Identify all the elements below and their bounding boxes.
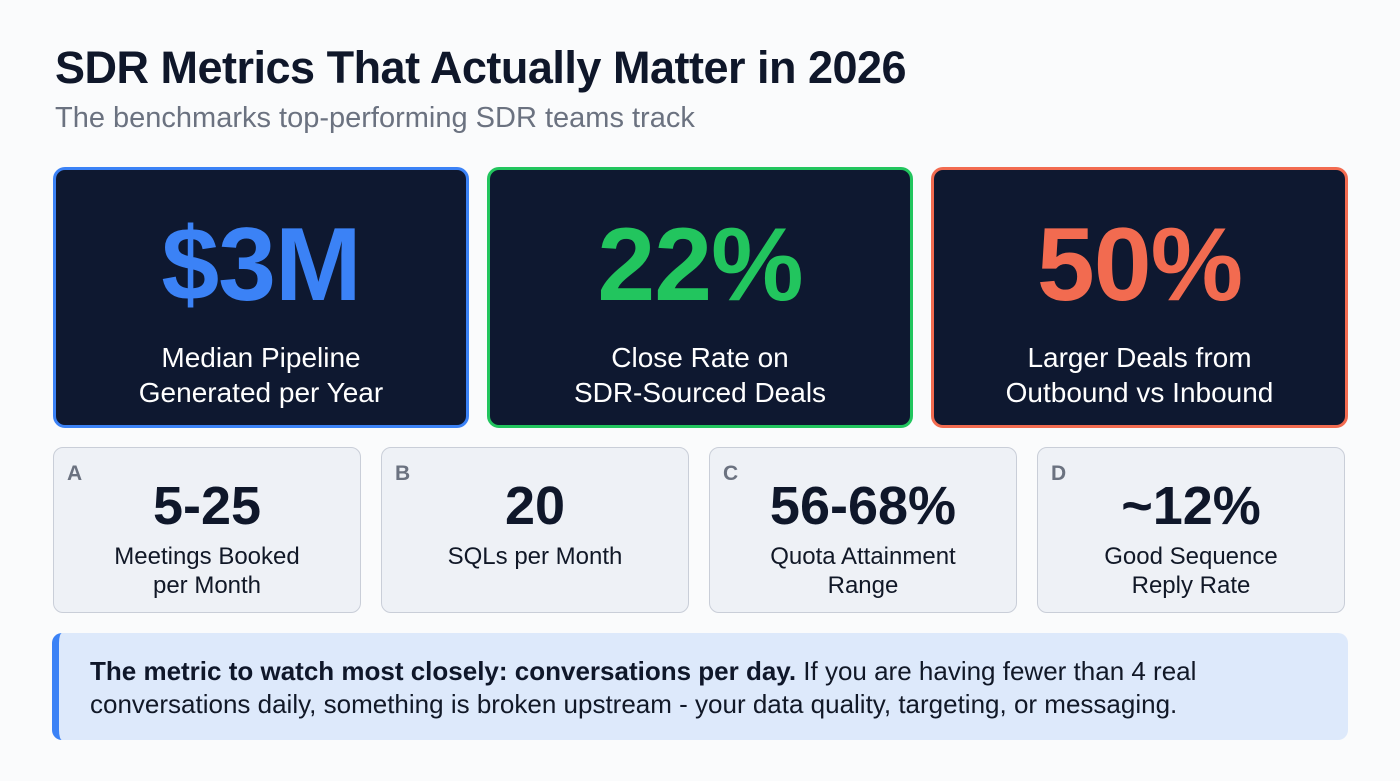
callout-text: If you are having fewer than 4 real conv… <box>90 656 1197 719</box>
highlight-label: SDR-Sourced Deals <box>573 377 827 408</box>
metric-letter: B <box>395 462 411 485</box>
highlight-card-deal-size: 50% Larger Deals from Outbound vs Inbound <box>931 167 1348 428</box>
metric-value: 20 <box>504 476 566 536</box>
metric-value: 56-68% <box>769 476 957 536</box>
metric-value: 5-25 <box>152 476 262 536</box>
highlight-label: Larger Deals from <box>1027 342 1252 373</box>
metric-card-sqls: B 20 SQLs per Month <box>381 447 689 613</box>
highlight-value: $3M <box>161 207 361 323</box>
highlight-card-pipeline: $3M Median Pipeline Generated per Year <box>53 167 469 428</box>
metric-letter: A <box>67 462 83 485</box>
page-title: SDR Metrics That Actually Matter in 2026 <box>55 42 907 93</box>
metric-label: Quota Attainment <box>770 543 956 570</box>
metric-letter: C <box>723 462 739 485</box>
metric-value: ~12% <box>1121 476 1261 536</box>
highlight-label: Close Rate on <box>611 342 789 373</box>
metric-label: Reply Rate <box>1131 572 1251 599</box>
metric-label: Meetings Booked <box>114 543 300 570</box>
highlight-value: 22% <box>597 207 803 323</box>
metric-card-reply-rate: D ~12% Good Sequence Reply Rate <box>1037 447 1345 613</box>
metric-label: SQLs per Month <box>447 543 623 570</box>
callout-bold: The metric to watch most closely: conver… <box>90 656 797 686</box>
metric-card-meetings: A 5-25 Meetings Booked per Month <box>53 447 361 613</box>
metric-label: per Month <box>152 572 262 599</box>
highlight-label: Outbound vs Inbound <box>1005 377 1274 408</box>
highlight-label: Generated per Year <box>138 377 384 408</box>
metric-label: Range <box>827 572 899 599</box>
metric-letter: D <box>1051 462 1067 485</box>
metric-label: Good Sequence <box>1104 543 1278 570</box>
highlight-card-close-rate: 22% Close Rate on SDR-Sourced Deals <box>487 167 913 428</box>
highlight-label: Median Pipeline <box>161 342 361 373</box>
page-subtitle: The benchmarks top-performing SDR teams … <box>55 102 695 134</box>
metric-card-quota: C 56-68% Quota Attainment Range <box>709 447 1017 613</box>
highlight-value: 50% <box>1036 207 1243 323</box>
callout-box: The metric to watch most closely: conver… <box>52 633 1348 740</box>
